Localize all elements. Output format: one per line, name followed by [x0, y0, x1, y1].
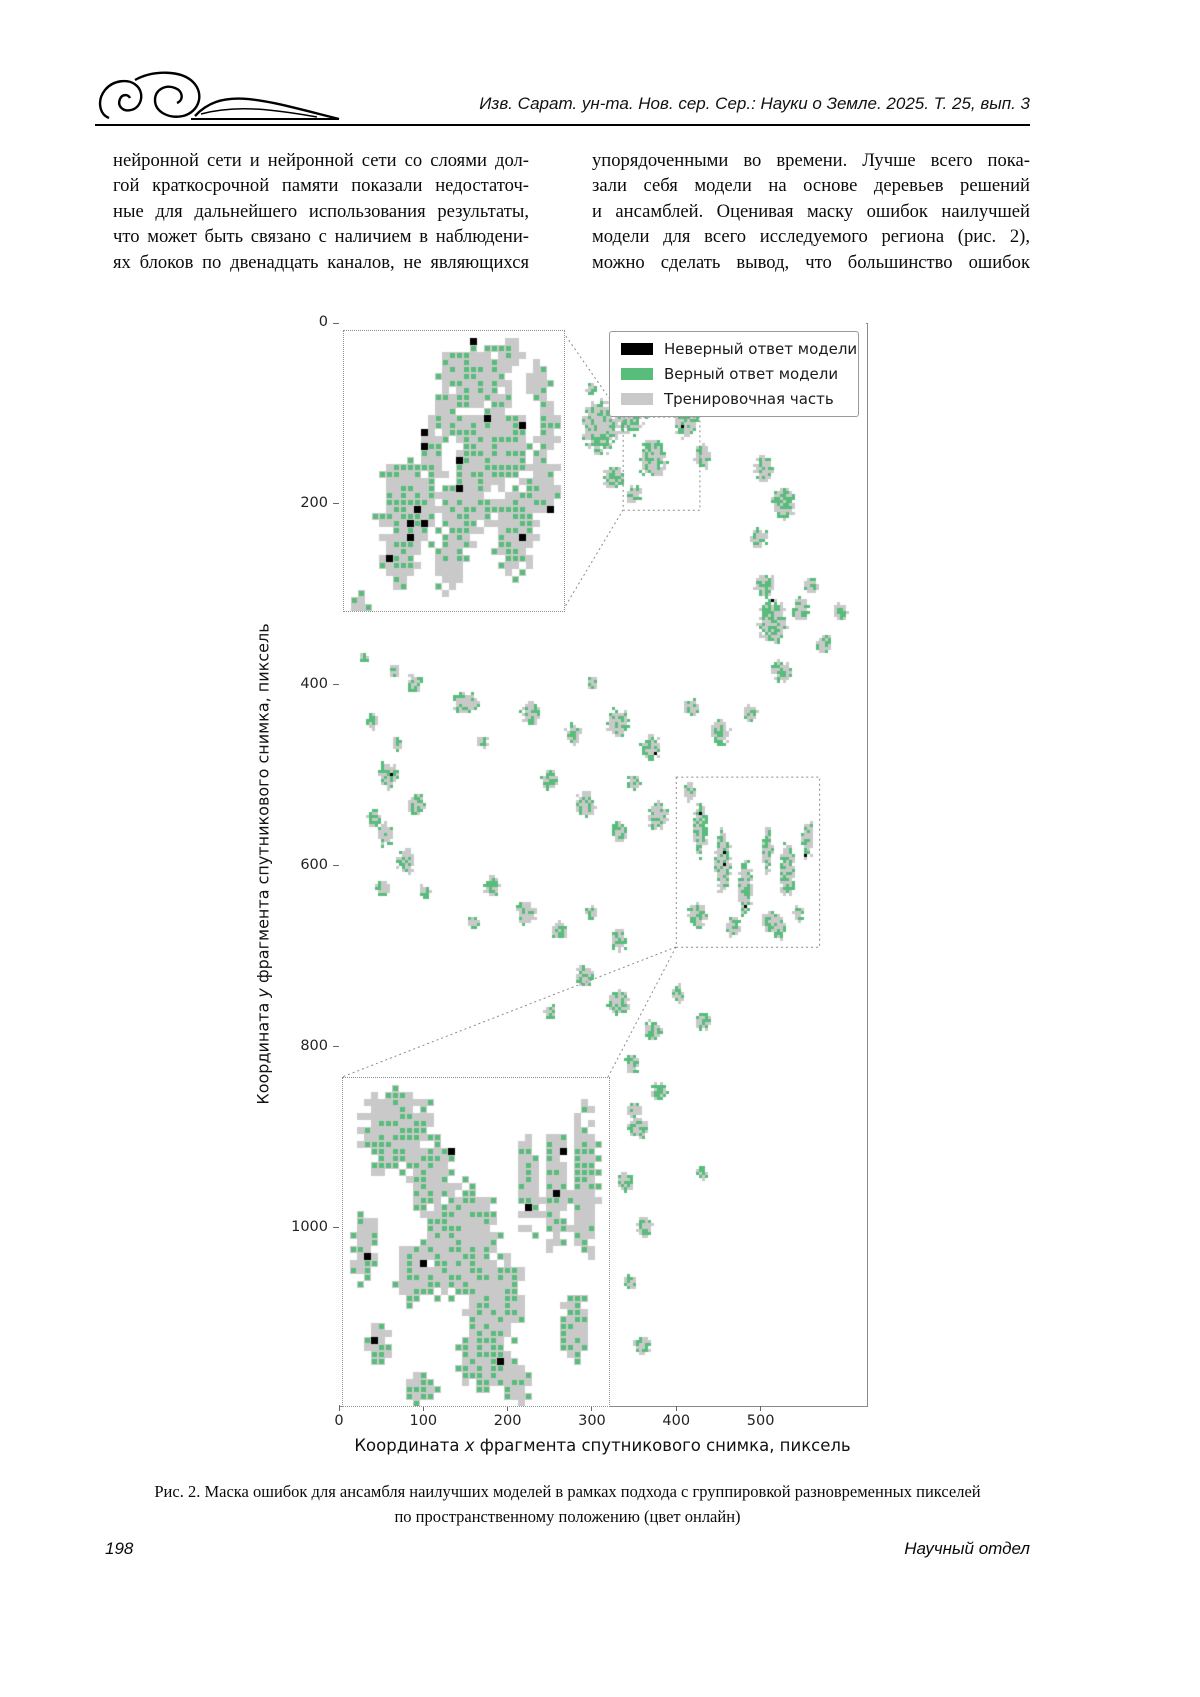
- x-tick-label: 200: [493, 1413, 522, 1429]
- x-axis-label: Координата x фрагмента спутникового сним…: [354, 1436, 851, 1455]
- x-tick-label: 400: [662, 1413, 691, 1429]
- y-tick-label: 200: [300, 494, 328, 511]
- page-number: 198: [105, 1539, 134, 1558]
- y-tick-label: 600: [300, 856, 328, 873]
- y-tick-mark: [333, 503, 339, 505]
- caption-line-1: Рис. 2. Маска ошибок для ансамбля наилуч…: [154, 1482, 981, 1501]
- y-tick-mark: [333, 322, 339, 324]
- y-tick-mark: [333, 684, 339, 686]
- x-tick-mark: [422, 1406, 424, 1411]
- caption-line-2: по пространственному положению (цвет онл…: [394, 1507, 741, 1526]
- x-tick-mark: [591, 1406, 593, 1411]
- legend: Неверный ответ модели Верный ответ модели…: [609, 331, 859, 417]
- x-tick-mark: [760, 1406, 762, 1411]
- y-tick-label: 0: [318, 314, 328, 330]
- legend-label: Верный ответ модели: [664, 365, 839, 383]
- journal-header: Изв. Сарат. ун-та. Нов. сер. Сер.: Науки…: [479, 94, 1030, 113]
- y-tick-mark: [333, 1227, 339, 1229]
- text-line: и ансамблей. Оценивая маску ошибок наилу…: [592, 200, 1030, 222]
- ornament-logo: [98, 71, 340, 121]
- text-line: ные для дальнейшего использования резуль…: [113, 200, 529, 222]
- legend-item: Неверный ответ модели: [621, 340, 857, 358]
- text-line: можно сделать вывод, что большинство оши…: [592, 251, 1030, 273]
- y-tick-mark: [333, 865, 339, 867]
- figure-caption: Рис. 2. Маска ошибок для ансамбля наилуч…: [105, 1479, 1030, 1529]
- text-line: модели для всего исследуемого региона (р…: [592, 226, 1030, 248]
- text-line: нейронной сети и нейронной сети со слоям…: [113, 150, 529, 171]
- x-tick-label: 500: [746, 1413, 775, 1429]
- x-tick-mark: [507, 1406, 509, 1411]
- legend-item: Тренировочная часть: [621, 390, 847, 408]
- x-tick-label: 0: [334, 1413, 344, 1429]
- x-tick-label: 100: [409, 1413, 438, 1429]
- x-tick-mark: [675, 1406, 677, 1411]
- legend-swatch: [621, 393, 653, 405]
- y-tick-mark: [333, 1046, 339, 1048]
- text-line: гой краткосрочной памяти показали недост…: [113, 175, 529, 197]
- legend-label: Тренировочная часть: [664, 390, 834, 408]
- inset-top-left: [343, 330, 565, 612]
- header-rule: [95, 124, 1030, 126]
- text-line: что может быть связано с наличием в набл…: [113, 226, 529, 248]
- y-tick-label: 1000: [291, 1218, 328, 1235]
- text-line: упорядоченными во времени. Лучше всего п…: [592, 150, 1030, 171]
- x-tick-mark: [338, 1406, 340, 1411]
- legend-swatch: [621, 343, 653, 355]
- body-column-right: упорядоченными во времени. Лучше всего п…: [592, 148, 1030, 275]
- x-tick-label: 300: [578, 1413, 606, 1429]
- legend-item: Верный ответ модели: [621, 365, 847, 383]
- text-line: ях блоков по двенадцать каналов, не явля…: [113, 251, 529, 273]
- y-tick-label: 800: [300, 1037, 328, 1054]
- legend-swatch: [621, 368, 653, 380]
- y-tick-label: 400: [300, 675, 328, 692]
- inset-bottom-left: [342, 1077, 610, 1407]
- text-line: зали себя модели на основе деревьев реше…: [592, 175, 1030, 197]
- footer-section-label: Научный отдел: [904, 1539, 1030, 1558]
- legend-label: Неверный ответ модели: [664, 340, 858, 358]
- body-column-left: нейронной сети и нейронной сети со слоям…: [113, 148, 529, 275]
